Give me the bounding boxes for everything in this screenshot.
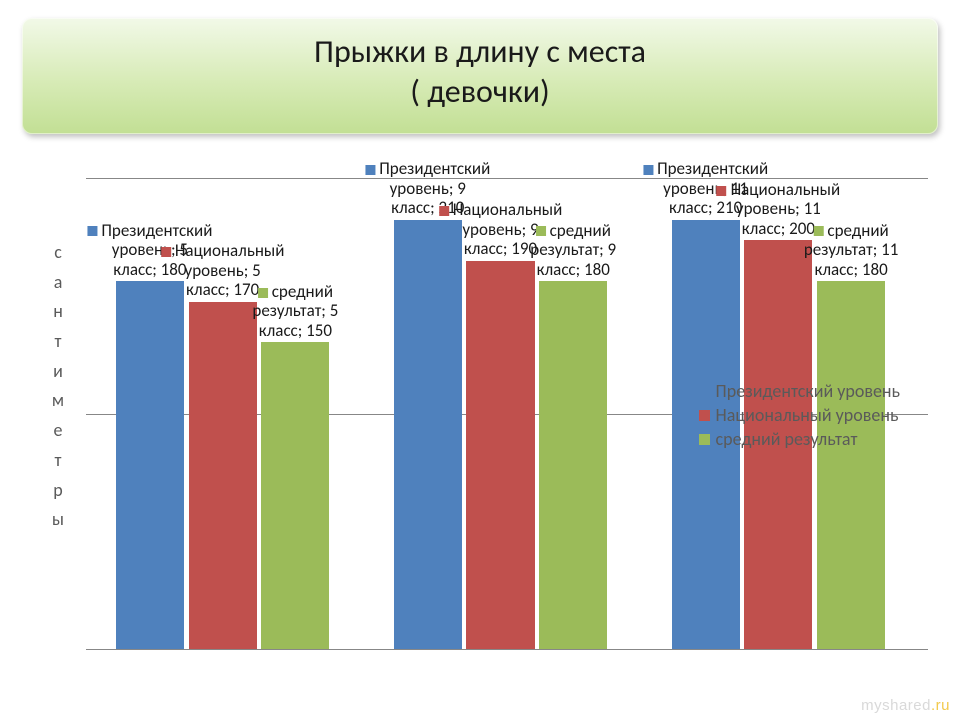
label-marker [87, 226, 97, 236]
legend-item: Национальный уровень [699, 404, 900, 426]
bar-group: Президентскийуровень; 5класс; 180Национа… [111, 179, 338, 649]
legend-label: средний результат [716, 428, 858, 450]
title-line-2: ( девочки) [42, 72, 918, 112]
watermark-text: myshared [861, 697, 931, 714]
legend-item: Президентский уровень [699, 380, 900, 402]
label-marker [439, 206, 449, 216]
legend: Президентский уровеньНациональный уровен… [699, 378, 900, 452]
chart: сантиметры Президентскийуровень; 5класс;… [48, 178, 928, 678]
bar [394, 220, 462, 649]
legend-label: Национальный уровень [716, 404, 899, 426]
bar [539, 281, 607, 649]
data-label: среднийрезультат; 9класс; 180 [530, 221, 616, 280]
bar [189, 302, 257, 649]
title-line-1: Прыжки в длину с места [42, 32, 918, 72]
label-marker [813, 226, 823, 236]
bar [116, 281, 184, 649]
data-label: среднийрезультат; 5класс; 150 [252, 282, 338, 341]
label-marker [717, 186, 727, 196]
legend-swatch [699, 386, 710, 397]
bar [261, 342, 329, 649]
legend-item: средний результат [699, 428, 900, 450]
watermark: myshared.ru [861, 697, 950, 714]
label-marker [258, 288, 268, 298]
title-box: Прыжки в длину с места ( девочки) [22, 18, 938, 134]
y-axis-label: сантиметры [48, 238, 68, 535]
label-marker [365, 165, 375, 175]
slide: Прыжки в длину с места ( девочки) сантим… [0, 0, 960, 720]
bar-group: Президентскийуровень; 9класс; 210Национа… [389, 179, 616, 649]
watermark-highlight: .ru [931, 697, 950, 714]
legend-label: Президентский уровень [716, 380, 900, 402]
data-label: среднийрезультат; 11класс; 180 [804, 221, 899, 280]
legend-swatch [699, 434, 710, 445]
bar [817, 281, 885, 649]
label-marker [161, 247, 171, 257]
label-marker [643, 165, 653, 175]
bar [466, 261, 534, 649]
label-marker [536, 226, 546, 236]
legend-swatch [699, 410, 710, 421]
